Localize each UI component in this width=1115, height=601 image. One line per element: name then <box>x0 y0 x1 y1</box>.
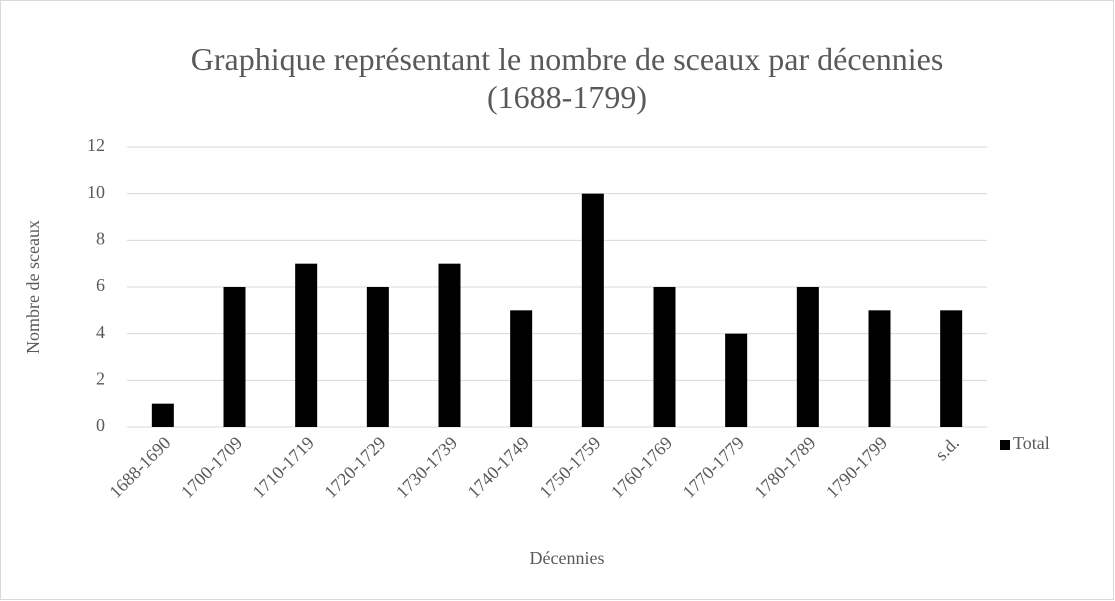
y-tick-label: 12 <box>87 135 105 155</box>
bar <box>725 333 748 427</box>
bar <box>366 287 389 427</box>
bar <box>868 310 891 427</box>
bar <box>510 310 533 427</box>
bar <box>796 287 819 427</box>
y-tick-label: 4 <box>96 322 105 342</box>
bar <box>940 310 963 427</box>
y-axis-label: Nombre de sceaux <box>23 220 43 354</box>
bar <box>438 263 461 427</box>
y-tick-label: 6 <box>96 275 105 295</box>
bar <box>581 193 604 427</box>
y-tick-label: 2 <box>96 368 105 388</box>
y-tick-label: 0 <box>96 415 105 435</box>
bar <box>295 263 318 427</box>
y-tick-label: 8 <box>96 228 105 248</box>
legend-swatch <box>1000 440 1010 450</box>
bar <box>223 287 246 427</box>
legend-label: Total <box>1013 433 1050 453</box>
bar <box>653 287 676 427</box>
bar <box>151 403 174 427</box>
chart-title: Graphique représentant le nombre de scea… <box>190 41 944 115</box>
y-tick-label: 10 <box>87 182 105 202</box>
x-axis-label: Décennies <box>530 548 605 568</box>
